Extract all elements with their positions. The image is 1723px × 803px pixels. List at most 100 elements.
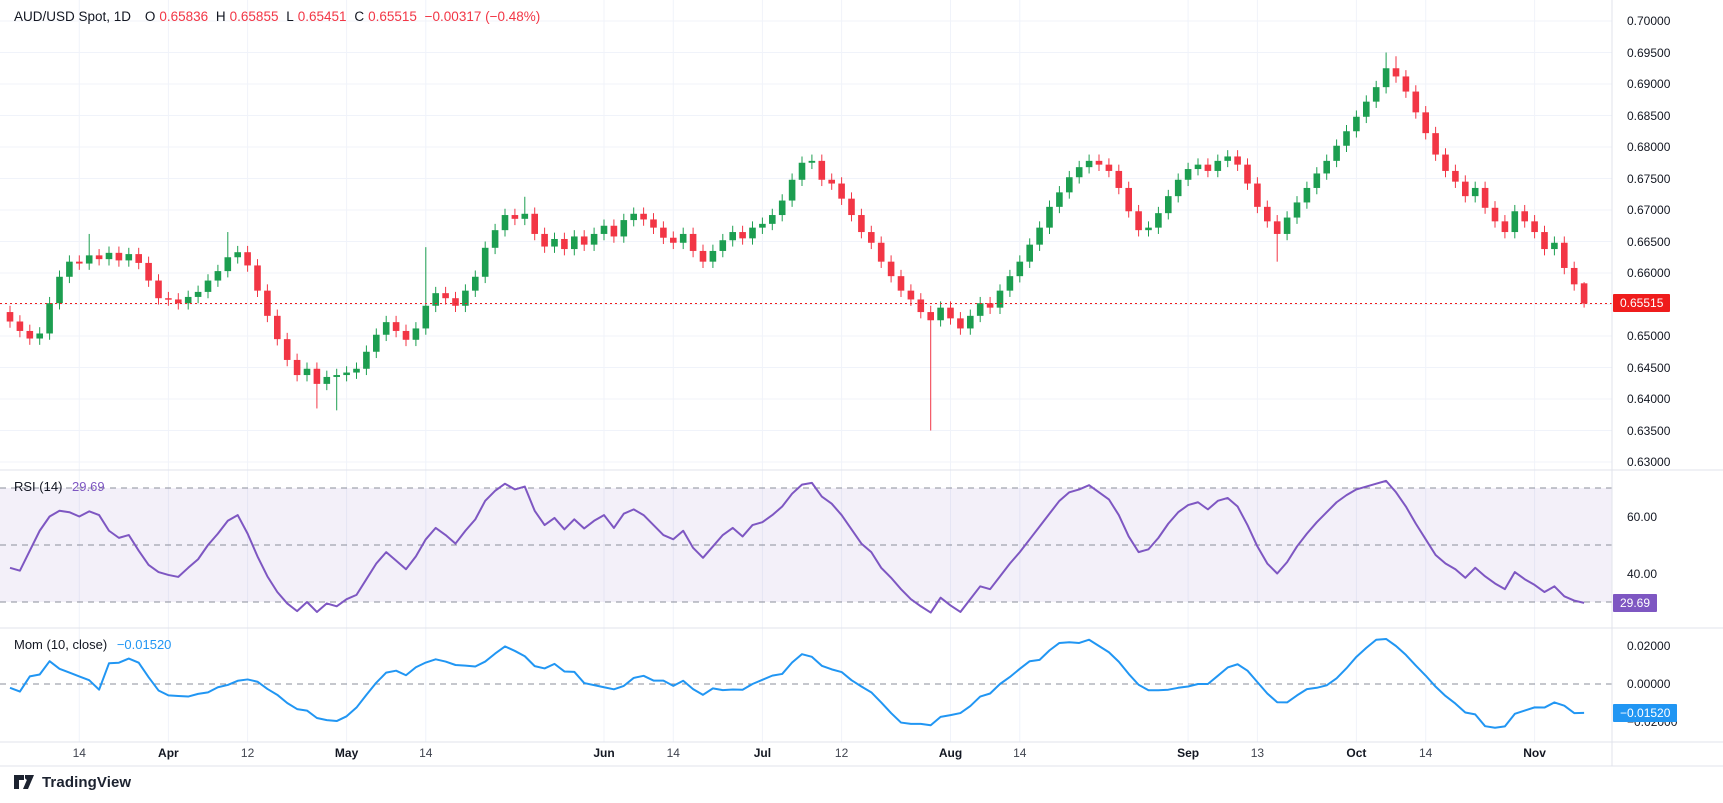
candle-body: [541, 233, 548, 247]
candle-body: [16, 321, 24, 331]
candle-body: [1382, 68, 1390, 88]
price-axis-label: 0.68000: [1627, 140, 1671, 154]
price-axis-label: 0.66500: [1627, 234, 1671, 249]
price-axis-label: 0.67000: [1627, 203, 1671, 217]
candle-body: [709, 250, 717, 262]
candle-body: [620, 220, 628, 237]
candle-body: [828, 179, 835, 184]
candle-body: [85, 255, 93, 264]
candle-body: [1561, 242, 1568, 268]
symbol-title: AUD/USD Spot, 1D: [14, 9, 132, 24]
low-label: L: [286, 9, 294, 24]
candle-body: [1333, 145, 1340, 161]
candle-body: [481, 247, 489, 277]
candle-body: [769, 215, 776, 224]
candle-body: [749, 227, 756, 239]
candle-body: [996, 290, 1004, 308]
candle-body: [204, 280, 212, 292]
symbol-ohlc-header[interactable]: AUD/USD Spot, 1D O 0.65836 H 0.65855 L 0.65…: [14, 9, 544, 24]
candle-body: [1115, 170, 1123, 188]
candle-body: [848, 198, 855, 216]
price-axis-label: 0.63000: [1627, 455, 1671, 469]
candle-body: [293, 359, 301, 376]
time-axis-day-label: 14: [666, 746, 680, 760]
candle-body: [838, 183, 845, 199]
time-axis-day-label: 12: [240, 746, 255, 760]
candle-body: [442, 293, 449, 299]
mom-pane-legend[interactable]: Mom (10, close) −0.01520: [14, 637, 171, 652]
candle-body: [858, 215, 865, 233]
candle-body: [937, 307, 944, 321]
candle-body: [719, 240, 727, 251]
candle-body: [1422, 112, 1429, 134]
candle-body: [551, 238, 558, 247]
candle-body: [1095, 160, 1103, 165]
candle-body: [561, 238, 568, 250]
time-axis-day-label: 13: [1250, 746, 1265, 760]
time-axis-day-label: 14: [72, 746, 86, 760]
candle-body: [640, 213, 647, 220]
candle-body: [1026, 244, 1033, 262]
candle-body: [472, 276, 479, 291]
candle-body: [788, 179, 796, 201]
high-label: H: [215, 9, 226, 24]
mom-axis-label: 0.02000: [1627, 639, 1671, 653]
candle-body: [1501, 221, 1509, 233]
candle-body: [1481, 187, 1489, 208]
candle-body: [986, 303, 994, 308]
candle-body: [343, 372, 350, 376]
candle-body: [1432, 133, 1439, 155]
candle-body: [313, 368, 321, 384]
candle-body: [670, 237, 677, 243]
candle-body: [56, 276, 63, 304]
candle-body: [1363, 101, 1370, 117]
rsi-axis-label: 40.00: [1627, 566, 1658, 581]
candle-body: [1313, 173, 1321, 188]
candle-body: [1224, 156, 1231, 161]
candle-body: [976, 303, 984, 316]
candle-body: [1372, 87, 1380, 102]
tradingview-logo-text: TradingView: [42, 773, 132, 791]
candle-body: [26, 330, 34, 339]
price-axis-label: 0.69000: [1627, 77, 1671, 91]
candle-body: [679, 233, 687, 243]
candle-body: [1194, 164, 1202, 170]
candle-body: [452, 298, 459, 306]
rsi-pane-legend[interactable]: RSI (14) 29.69: [14, 479, 105, 494]
candle-body: [887, 261, 895, 277]
candle-body: [571, 236, 578, 250]
candle-body: [283, 339, 291, 360]
candle-body: [1036, 227, 1043, 245]
candle-body: [1075, 167, 1083, 178]
candle-body: [1570, 267, 1578, 285]
candle-body: [1254, 183, 1261, 207]
candle-body: [214, 271, 222, 281]
open-label: O: [144, 9, 156, 24]
candle-body: [927, 312, 934, 321]
candle-body: [6, 312, 14, 322]
candle-body: [907, 290, 915, 300]
candle-body: [491, 230, 499, 248]
price-axis-label: 0.69500: [1627, 45, 1671, 60]
candle-body: [1442, 154, 1449, 171]
candle-body: [1541, 232, 1548, 250]
candle-body: [95, 255, 103, 260]
candle-body: [244, 252, 251, 266]
candle-body: [402, 330, 410, 340]
candle-body: [1155, 213, 1162, 228]
mom-line: [9, 637, 1585, 729]
candle-body: [897, 276, 905, 291]
candle-body: [1165, 196, 1172, 214]
candle-body: [392, 322, 400, 331]
tradingview-logo[interactable]: TradingView: [13, 771, 131, 793]
candle-body: [660, 227, 667, 238]
candle-body: [947, 307, 954, 319]
candle-body: [610, 225, 618, 237]
rsi-label: RSI (14): [14, 479, 63, 494]
candle-body: [1174, 179, 1182, 197]
candle-body: [1105, 164, 1113, 171]
candle-body: [105, 252, 113, 260]
time-axis-month-label: Sep: [1177, 746, 1200, 760]
candle-body: [818, 160, 826, 180]
